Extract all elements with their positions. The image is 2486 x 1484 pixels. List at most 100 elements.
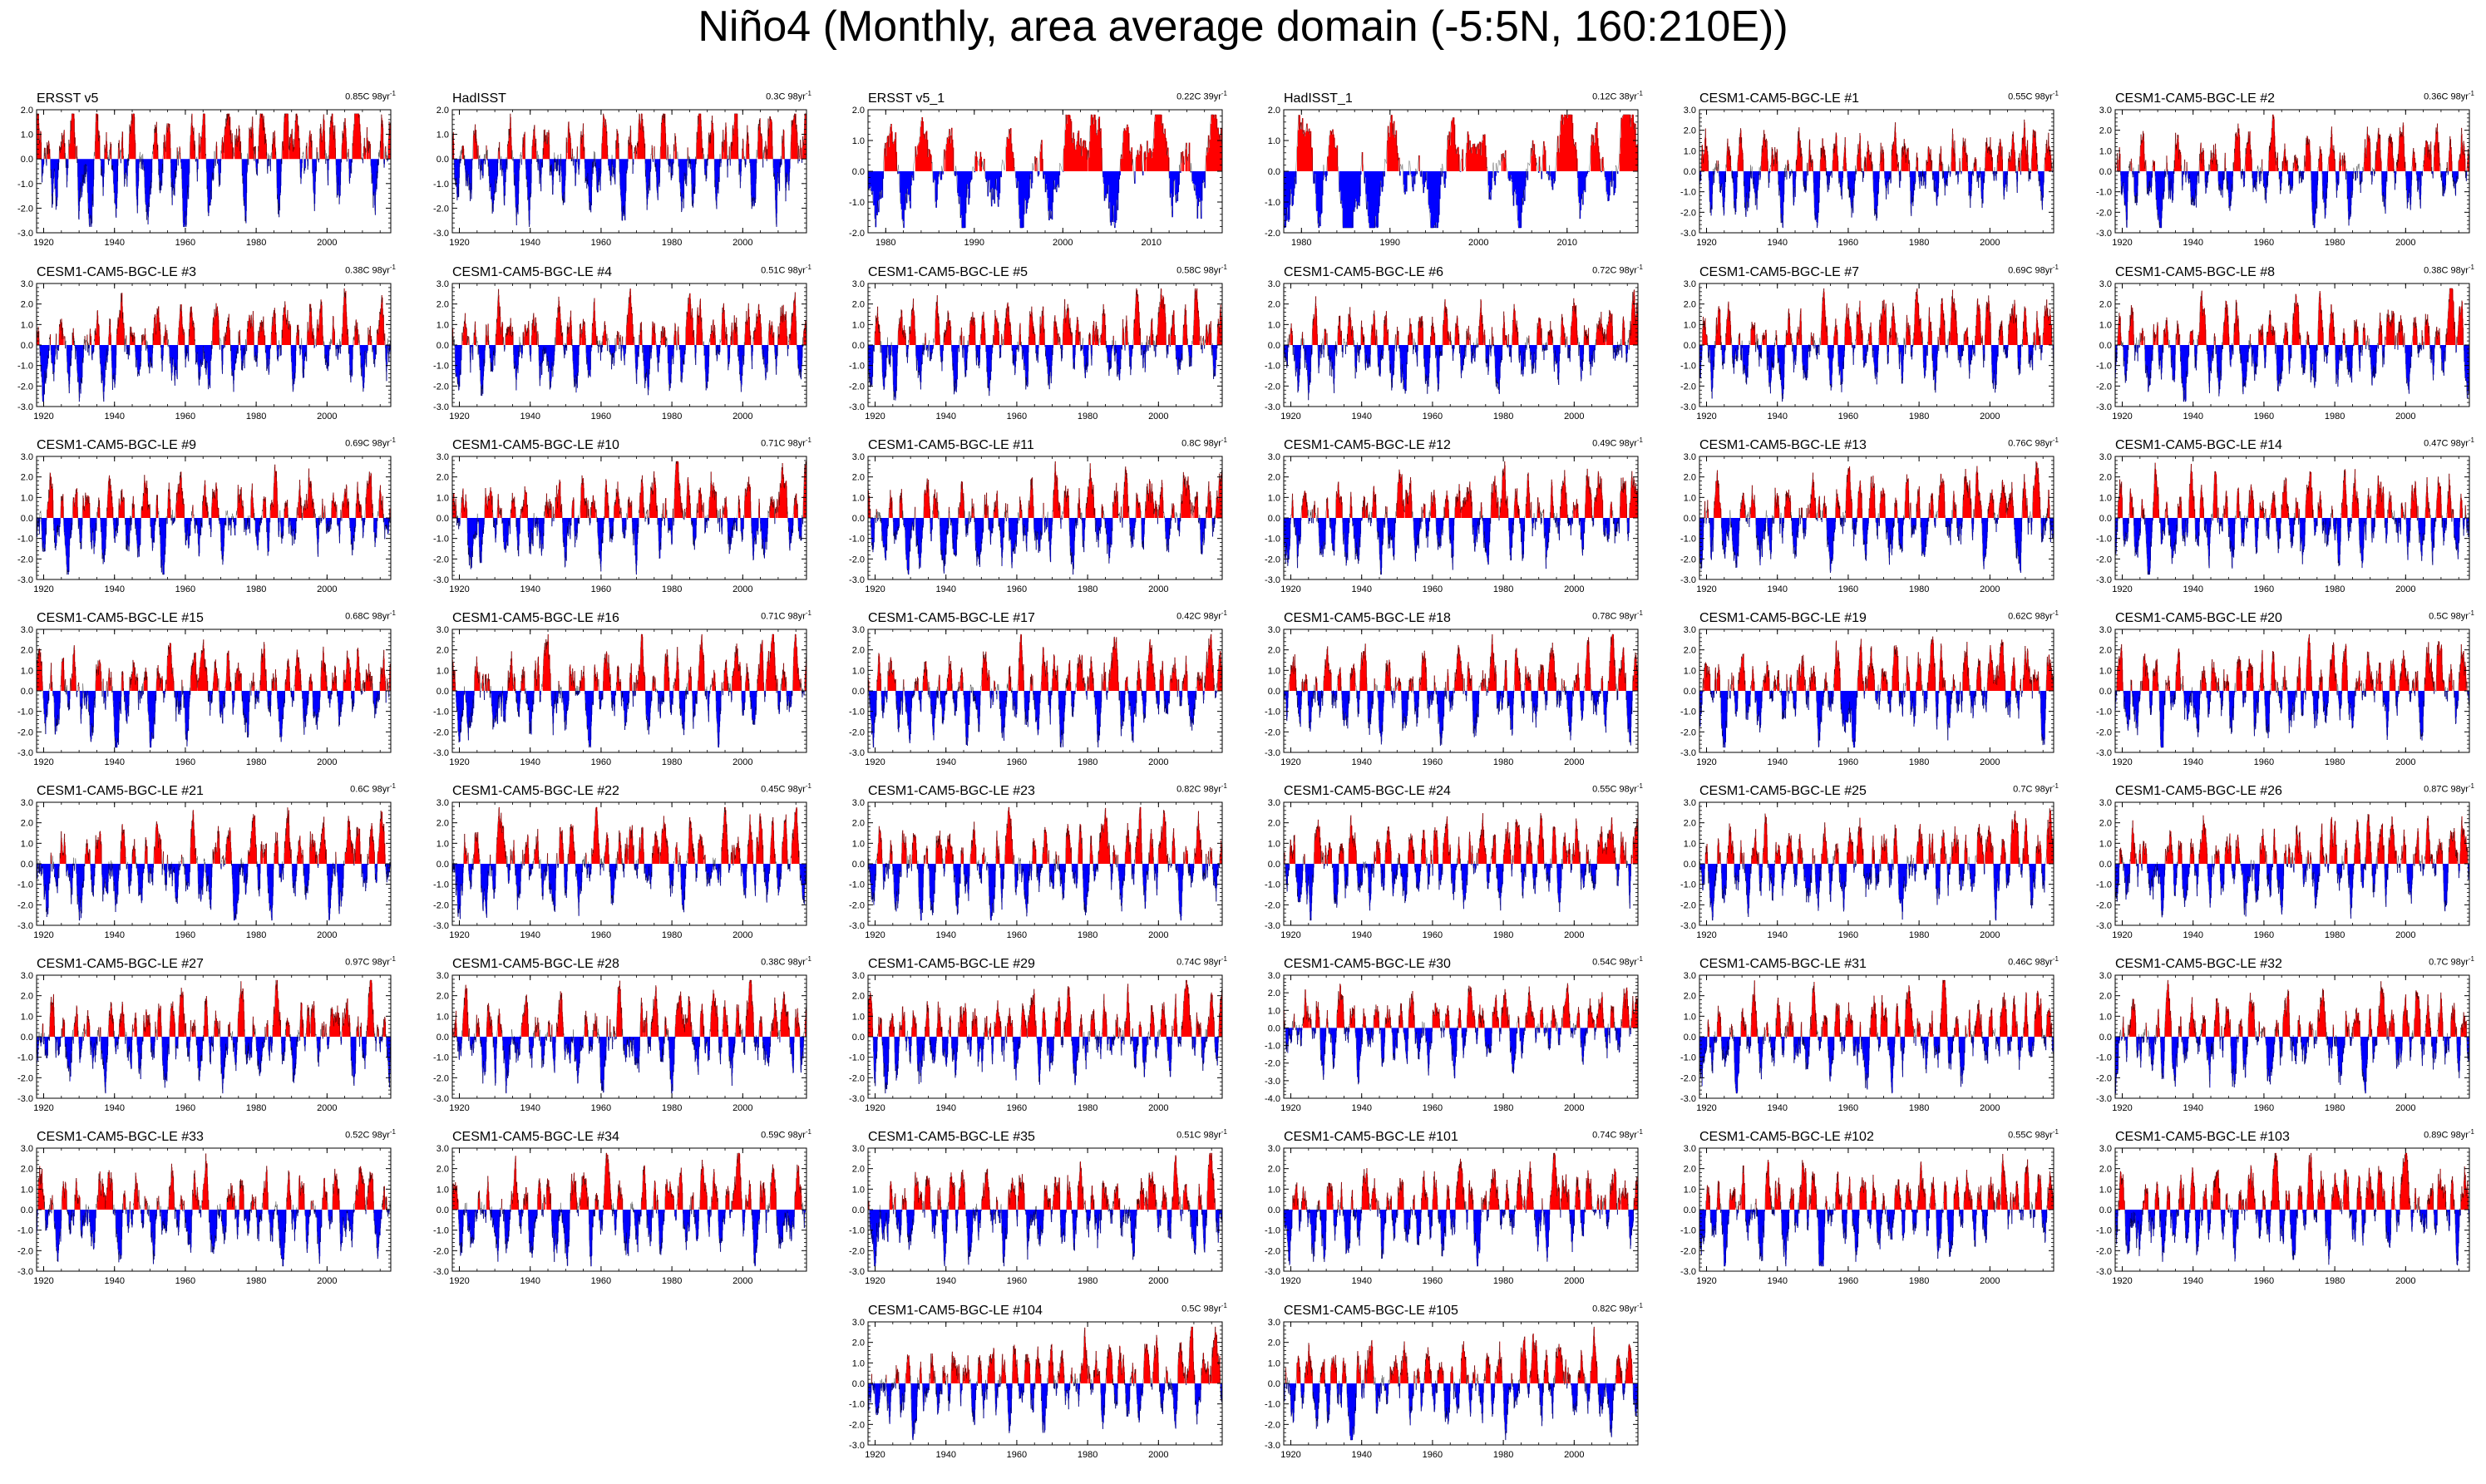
x-tick-label: 1960 — [175, 1103, 195, 1113]
y-tick-label: -3.0 — [433, 748, 449, 758]
x-tick-label: 1980 — [662, 757, 682, 767]
x-tick-label: 1980 — [1078, 930, 1097, 940]
trend-exponent: -1 — [2468, 90, 2474, 97]
y-tick-label: 2.0 — [1268, 473, 1280, 483]
y-tick-label: -1.0 — [433, 1053, 449, 1063]
x-tick-label: 1960 — [1838, 584, 1858, 594]
panel-title: CESM1-CAM5-BGC-LE #6 — [1284, 265, 1444, 279]
y-tick-label: 2.0 — [2099, 819, 2112, 829]
y-tick-label: 1.0 — [852, 839, 865, 849]
panel-title: CESM1-CAM5-BGC-LE #27 — [37, 957, 204, 971]
y-tick-label: 3.0 — [1268, 971, 1280, 981]
series-line — [1699, 119, 2054, 229]
trend-exponent: -1 — [389, 90, 396, 97]
x-tick-label: 2000 — [317, 1103, 337, 1113]
y-tick-label: -2.0 — [1265, 229, 1280, 239]
y-tick-label: 0.0 — [21, 687, 33, 697]
y-tick-label: -1.0 — [1265, 880, 1280, 890]
x-tick-label: 1940 — [1767, 1103, 1787, 1113]
x-tick-label: 1920 — [449, 584, 469, 594]
y-tick-label: -3.0 — [1680, 921, 1696, 931]
y-tick-label: -1.0 — [849, 707, 865, 717]
y-tick-label: -3.0 — [849, 921, 865, 931]
trend-value: 0.8C 98yr — [1181, 438, 1221, 449]
trend-exponent: -1 — [805, 782, 811, 790]
panel-trend: 0.46C 98yr-1 — [2008, 955, 2059, 968]
positive-anomaly-area — [452, 634, 807, 691]
series-line — [867, 288, 1222, 401]
y-tick-label: 1.0 — [437, 1012, 449, 1022]
panel-trend: 0.38C 98yr-1 — [2424, 264, 2474, 276]
panel-title: CESM1-CAM5-BGC-LE #8 — [2115, 265, 2276, 279]
y-tick-label: 2.0 — [21, 473, 33, 483]
panel-title: ERSST v5_1 — [868, 91, 945, 106]
x-tick-label: 2000 — [317, 584, 337, 594]
series-line — [36, 979, 391, 1094]
trend-value: 0.45C 98yr — [761, 784, 806, 795]
trend-value: 0.38C 98yr — [345, 265, 390, 276]
x-tick-label: 1980 — [2325, 412, 2345, 422]
x-tick-label: 1940 — [104, 757, 124, 767]
trend-value: 0.69C 98yr — [345, 438, 390, 449]
negative-anomaly-area — [1699, 1037, 2054, 1094]
trend-exponent: -1 — [1221, 609, 1227, 617]
y-tick-label: 3.0 — [2099, 798, 2112, 808]
y-tick-label: 3.0 — [2099, 971, 2112, 981]
positive-anomaly-area — [2118, 462, 2466, 518]
y-tick-label: -2.0 — [2096, 555, 2112, 565]
trend-value: 0.74C 98yr — [1176, 957, 1221, 968]
panel-title: ERSST v5 — [37, 91, 99, 106]
x-tick-label: 1920 — [865, 757, 885, 767]
x-tick-label: 1920 — [1696, 238, 1716, 248]
negative-anomaly-area — [1699, 345, 2054, 402]
chart-panel: ERSST v5_1 0.22C 39yr-1 2.0 1.0 0.0 -1.0 -2.0 1… — [831, 90, 1247, 260]
y-tick-label: -1.0 — [1265, 535, 1280, 545]
series-line — [36, 1153, 391, 1267]
negative-anomaly-area — [452, 864, 807, 919]
x-tick-label: 1940 — [1767, 412, 1787, 422]
y-tick-label: 3.0 — [437, 971, 449, 981]
y-tick-label: 2.0 — [437, 646, 449, 656]
x-tick-label: 1980 — [2325, 930, 2345, 940]
y-tick-label: 1.0 — [852, 1012, 865, 1022]
panel-trend: 0.6C 98yr-1 — [350, 782, 396, 795]
y-tick-label: -2.0 — [2096, 382, 2112, 392]
y-tick-label: -1.0 — [2096, 535, 2112, 545]
x-tick-label: 1940 — [2183, 584, 2202, 594]
panel-title: CESM1-CAM5-BGC-LE #4 — [452, 265, 613, 279]
y-tick-label: 0.0 — [2099, 687, 2112, 697]
negative-anomaly-area — [2118, 171, 2468, 229]
negative-anomaly-area — [456, 691, 805, 748]
trend-exponent: -1 — [2052, 90, 2059, 97]
chart-panel: CESM1-CAM5-BGC-LE #7 0.69C 98yr-1 3.0 2.0 1.… — [1663, 264, 2079, 434]
x-tick-label: 1920 — [865, 1103, 885, 1113]
trend-value: 0.47C 98yr — [2424, 438, 2469, 449]
x-tick-label: 1940 — [104, 584, 124, 594]
panel-trend: 0.7C 98yr-1 — [2429, 955, 2474, 968]
y-tick-label: 0.0 — [21, 341, 33, 351]
chart-panel: CESM1-CAM5-BGC-LE #33 0.52C 98yr-1 3.0 2.0 1… — [0, 1128, 416, 1299]
x-tick-label: 1940 — [1767, 930, 1787, 940]
y-tick-label: 1.0 — [437, 493, 449, 503]
x-tick-label: 2000 — [1564, 1103, 1584, 1113]
y-tick-label: 2.0 — [1268, 989, 1280, 998]
y-tick-label: 2.0 — [852, 106, 865, 116]
y-tick-label: -3.0 — [1680, 229, 1696, 239]
y-tick-label: -3.0 — [1680, 1094, 1696, 1104]
x-tick-label: 1980 — [1493, 412, 1513, 422]
negative-anomaly-area — [873, 1037, 1219, 1094]
positive-anomaly-area — [1296, 114, 1639, 171]
trend-exponent: -1 — [805, 609, 811, 617]
y-tick-label: 0.0 — [437, 1033, 449, 1043]
